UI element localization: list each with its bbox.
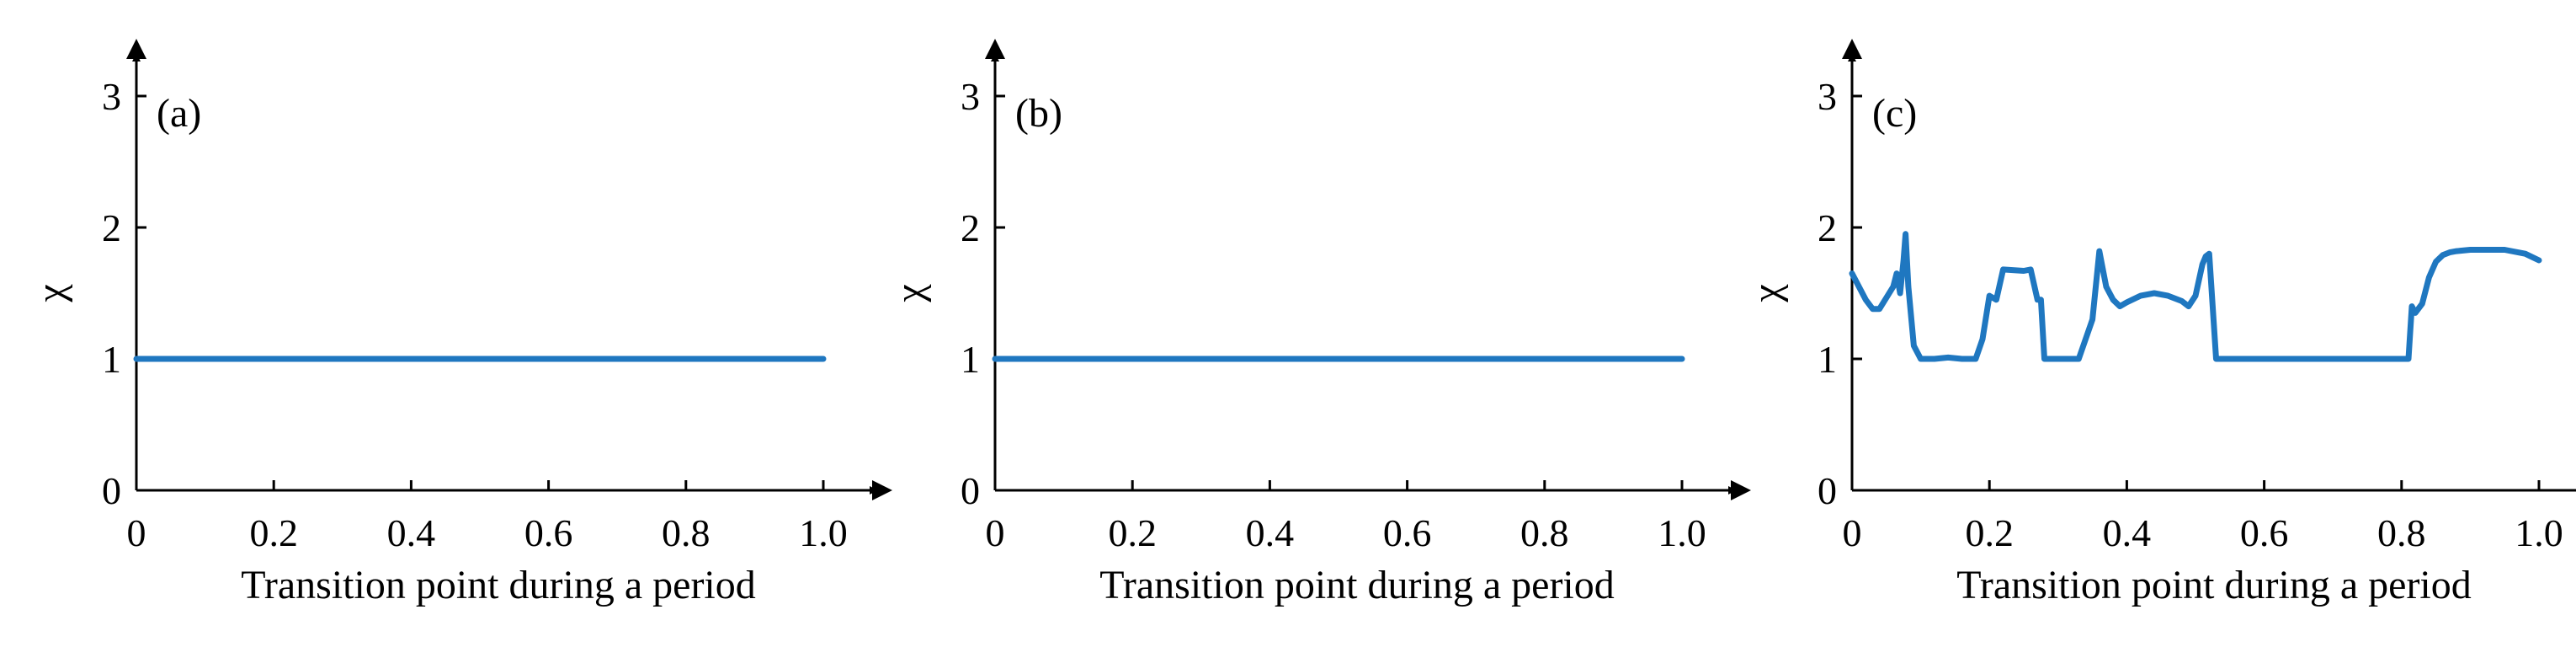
y-tick-label: 0: [961, 469, 980, 512]
y-tick-label: 0: [1818, 469, 1837, 512]
y-tick-label: 2: [102, 206, 121, 249]
y-tick-label: 3: [961, 75, 980, 118]
x-axis-title: Transition point during a period: [1099, 563, 1615, 607]
panel-label: (b): [1015, 91, 1062, 136]
x-axis-arrowhead: [872, 480, 892, 500]
x-axis-title: Transition point during a period: [1956, 563, 2472, 607]
y-tick-label: 2: [961, 206, 980, 249]
x-tick-label: 0.4: [1246, 511, 1295, 554]
y-tick-label: 1: [102, 338, 121, 381]
y-tick-label: 1: [961, 338, 980, 381]
y-tick-label: 1: [1818, 338, 1837, 381]
y-axis-title: χ: [29, 284, 73, 303]
x-tick-label: 0.8: [2377, 511, 2426, 554]
x-tick-label: 1.0: [1658, 511, 1706, 554]
chart-panel-3: 0 0.2 0.4 0.6 0.8 1.0 0 1 2 3 Transition point dur…: [1744, 39, 2576, 607]
y-tick-label: 3: [102, 75, 121, 118]
y-tick-label: 2: [1818, 206, 1837, 249]
y-axis-title: χ: [887, 284, 932, 303]
x-tick-label: 0.8: [1520, 511, 1569, 554]
y-axis-arrowhead: [126, 39, 146, 59]
series-line-1: [1849, 231, 2542, 362]
x-tick-label: 0.4: [387, 511, 436, 554]
x-tick-label: 0.6: [2240, 511, 2289, 554]
panel-label: (a): [157, 91, 201, 136]
y-axis-arrowhead: [985, 39, 1005, 59]
y-axis-arrowhead: [1842, 39, 1862, 59]
y-tick-label: 3: [1818, 75, 1837, 118]
y-axis-title: χ: [1744, 284, 1789, 303]
x-axis-arrowhead: [1731, 480, 1751, 500]
x-tick-label: 0: [1843, 511, 1862, 554]
x-tick-label: 1.0: [799, 511, 848, 554]
chart-panel-1: 0 0.2 0.4 0.6 0.8 1.0 0 1 2 3 Transition point dur…: [29, 39, 892, 607]
x-tick-label: 0.2: [1965, 511, 2014, 554]
x-tick-label: 0.4: [2103, 511, 2152, 554]
x-tick-label: 1.0: [2515, 511, 2563, 554]
panel-label: (c): [1872, 91, 1917, 136]
x-tick-label: 0.8: [662, 511, 711, 554]
x-tick-label: 0.2: [249, 511, 298, 554]
x-tick-label: 0.6: [524, 511, 573, 554]
x-axis-title: Transition point during a period: [241, 563, 756, 607]
x-tick-label: 0.2: [1108, 511, 1157, 554]
y-tick-label: 0: [102, 469, 121, 512]
x-tick-label: 0: [127, 511, 146, 554]
x-tick-label: 0: [986, 511, 1005, 554]
x-tick-label: 0.6: [1383, 511, 1432, 554]
chart-panel-2: 0 0.2 0.4 0.6 0.8 1.0 0 1 2 3 Transition point dur…: [887, 39, 1751, 607]
